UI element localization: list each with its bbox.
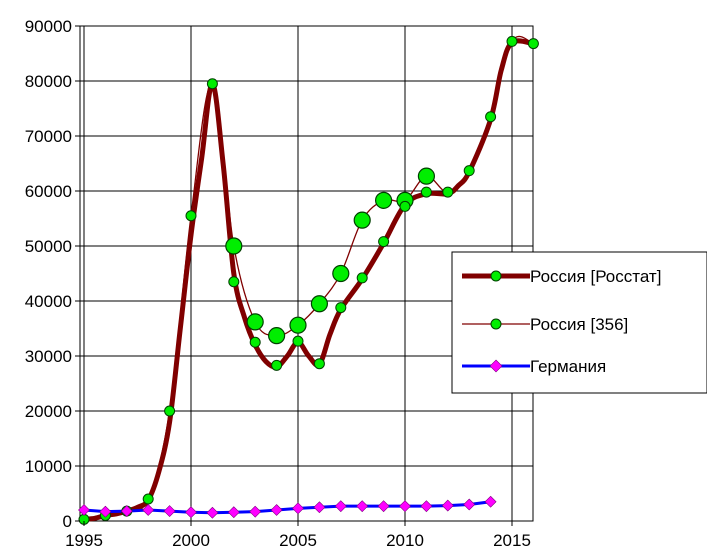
data-point-356 — [206, 78, 218, 90]
data-point-large — [353, 211, 371, 229]
data-point-large — [268, 327, 286, 345]
data-point-356 — [399, 200, 411, 212]
series-layer — [78, 35, 539, 525]
legend-label-rosstat: Россия [Росстат] — [530, 267, 661, 286]
data-point-356 — [356, 272, 368, 284]
y-tick-label: 70000 — [25, 127, 72, 146]
y-tick-label: 60000 — [25, 182, 72, 201]
y-tick-label: 50000 — [25, 237, 72, 256]
data-point-large — [332, 264, 350, 283]
data-point-356 — [463, 165, 475, 177]
data-point-large — [289, 316, 307, 334]
data-point-germany — [163, 505, 176, 518]
legend-marker-rosstat — [490, 270, 502, 282]
data-point-germany — [227, 506, 240, 519]
data-point-germany — [142, 504, 155, 516]
data-point-germany — [441, 499, 454, 512]
data-point-large — [375, 191, 393, 209]
y-axis: 0 10000 20000 30000 40000 50000 60000 70000 8000… — [25, 17, 80, 531]
y-tick-label: 40000 — [25, 292, 72, 311]
data-point-356 — [420, 186, 432, 198]
legend: Россия [Росстат] Россия [356] Германия — [451, 251, 707, 394]
legend-label-germany: Германия — [530, 357, 606, 376]
data-point-356 — [313, 358, 325, 370]
data-point-germany — [120, 505, 133, 518]
data-point-germany — [420, 500, 433, 513]
data-point-356 — [271, 359, 283, 371]
y-tick-label: 80000 — [25, 72, 72, 91]
data-point-germany — [270, 504, 283, 516]
data-point-germany — [206, 506, 219, 519]
legend-marker-germany — [489, 359, 503, 373]
x-tick-label: 2010 — [386, 531, 424, 550]
x-tick-label: 2015 — [493, 531, 531, 550]
data-point-large — [417, 167, 435, 185]
data-point-germany — [334, 500, 347, 513]
data-point-germany — [484, 495, 497, 508]
data-point-356 — [527, 38, 539, 50]
data-point-356 — [249, 336, 261, 348]
y-tick-label: 20000 — [25, 402, 72, 421]
data-point-356 — [378, 236, 390, 248]
data-point-germany — [399, 500, 411, 513]
legend-label-356: Россия [356] — [530, 315, 628, 334]
y-tick-label: 90000 — [25, 17, 72, 36]
data-point-germany — [356, 500, 369, 513]
x-axis: 1995 2000 2005 2010 2015 — [65, 521, 531, 550]
data-point-356 — [185, 210, 197, 222]
data-point-germany — [185, 506, 197, 519]
data-point-356 — [442, 186, 454, 198]
data-point-356 — [485, 111, 497, 123]
data-point-356 — [228, 276, 240, 288]
data-point-356 — [164, 405, 176, 417]
legend-marker-356 — [490, 318, 502, 330]
x-tick-label: 2000 — [172, 531, 210, 550]
data-point-germany — [99, 505, 112, 518]
data-point-germany — [377, 500, 390, 513]
x-tick-label: 1995 — [65, 531, 103, 550]
data-point-356 — [335, 302, 347, 314]
y-tick-label: 0 — [63, 512, 72, 531]
data-point-large — [246, 313, 264, 331]
data-point-germany — [292, 502, 304, 515]
data-point-germany — [313, 501, 326, 514]
data-point-germany — [78, 504, 90, 516]
data-point-356 — [506, 35, 518, 47]
y-tick-label: 30000 — [25, 347, 72, 366]
data-point-germany — [463, 498, 476, 511]
data-point-large — [225, 237, 243, 255]
x-tick-label: 2005 — [279, 531, 317, 550]
data-point-large — [310, 295, 328, 313]
data-point-germany — [249, 505, 262, 518]
data-point-356 — [292, 335, 304, 347]
y-tick-label: 10000 — [25, 457, 72, 476]
data-point-356 — [142, 493, 154, 505]
